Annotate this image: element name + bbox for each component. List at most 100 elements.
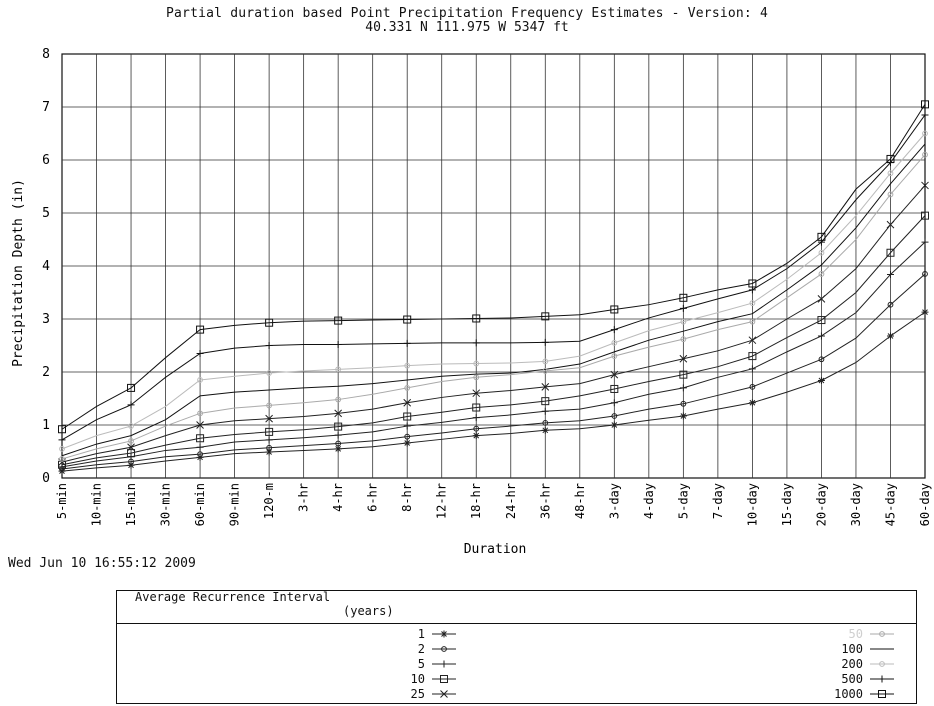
legend-item-25: 25 <box>385 687 457 701</box>
point-25 <box>196 421 204 429</box>
x-tick-label: 7-day <box>711 483 725 519</box>
series-markers <box>58 100 929 475</box>
point-2 <box>266 444 273 451</box>
legend-swatch <box>432 630 456 637</box>
point-25 <box>265 414 273 423</box>
x-tick-label: 120-m <box>262 483 276 519</box>
point-1000 <box>679 293 688 302</box>
point-200 <box>887 170 894 177</box>
point-2 <box>611 413 618 419</box>
legend-swatch-marker <box>441 645 447 652</box>
series-line-50 <box>61 154 926 460</box>
y-tick-label: 5 <box>42 206 50 221</box>
point-25 <box>403 398 412 407</box>
point-2 <box>887 301 894 308</box>
series-line-25 <box>61 185 926 463</box>
legend-swatch-marker <box>440 674 448 683</box>
x-tick-label: 10-day <box>745 483 759 526</box>
point-50 <box>197 410 203 417</box>
legend-label: 200 <box>841 656 863 671</box>
point-25 <box>748 336 757 345</box>
point-25 <box>127 443 135 452</box>
point-5 <box>196 443 204 451</box>
x-axis-label: Duration <box>464 542 527 557</box>
point-1000 <box>265 318 274 327</box>
x-tick-label: 48-hr <box>573 483 587 519</box>
point-10 <box>610 384 619 393</box>
point-2 <box>473 425 480 432</box>
point-5 <box>679 384 687 392</box>
point-50 <box>749 318 756 325</box>
point-200 <box>335 366 342 373</box>
chart-subtitle: 40.331 N 111.975 W 5347 ft <box>365 20 569 35</box>
legend-item-200: 200 <box>823 656 895 671</box>
point-1 <box>748 399 756 407</box>
point-10 <box>403 412 412 421</box>
point-10 <box>127 449 136 458</box>
point-500 <box>472 339 480 347</box>
series-line-2 <box>61 273 926 470</box>
point-1 <box>679 412 687 420</box>
legend-item-1000: 1000 <box>823 687 895 701</box>
x-tick-label: 30-min <box>159 483 173 526</box>
point-500 <box>127 401 135 409</box>
point-1000 <box>472 314 481 323</box>
x-tick-label: 60-day <box>918 483 932 526</box>
series-line-1000 <box>61 104 926 430</box>
point-1000 <box>541 312 550 321</box>
point-50 <box>335 396 342 403</box>
point-500 <box>58 436 66 444</box>
series-line-10 <box>61 215 926 466</box>
legend-item-50: 50 <box>823 627 895 641</box>
y-tick-label: 6 <box>42 153 50 168</box>
y-tick-label: 3 <box>42 312 50 327</box>
point-5 <box>886 270 894 278</box>
x-tick-label: 4-day <box>642 483 656 519</box>
point-5 <box>334 431 342 439</box>
legend-swatch <box>870 630 894 637</box>
point-500 <box>679 304 687 312</box>
point-200 <box>542 358 549 365</box>
legend-item-5: 5 <box>385 657 457 671</box>
legend-title-units: (years) <box>343 604 394 618</box>
point-1000 <box>58 425 66 434</box>
x-tick-label: 90-min <box>228 483 242 526</box>
point-10 <box>196 434 205 443</box>
x-tick-label: 15-min <box>124 483 138 526</box>
point-2 <box>749 383 756 390</box>
legend-swatch <box>870 689 894 698</box>
point-500 <box>541 338 549 346</box>
point-1 <box>196 453 204 461</box>
precipitation-chart: 0 1 2 3 4 5 6 7 8 5-min 10-min 15-min 30-min 60-min 9… <box>11 47 932 557</box>
plot-grid <box>61 53 926 479</box>
y-tick-label: 8 <box>42 47 50 62</box>
legend-swatch-marker <box>440 689 448 698</box>
x-tick-label: 5-min <box>55 483 69 519</box>
legend-title: Average Recurrence Interval <box>135 590 331 604</box>
point-1000 <box>610 305 619 314</box>
point-10 <box>541 397 550 406</box>
legend-swatch-marker <box>879 630 885 637</box>
point-50 <box>542 368 549 374</box>
x-tick-label: 6-hr <box>366 483 380 512</box>
legend-swatch <box>870 675 894 682</box>
point-1000 <box>403 315 412 324</box>
point-25 <box>472 389 481 398</box>
point-200 <box>128 423 134 429</box>
point-1 <box>334 445 342 453</box>
point-200 <box>266 370 273 376</box>
point-200 <box>59 445 65 452</box>
point-25 <box>886 220 895 229</box>
legend-swatch-marker <box>878 689 886 698</box>
point-5 <box>541 407 549 415</box>
point-10 <box>679 370 688 379</box>
legend-swatch <box>432 660 456 667</box>
x-tick-label: 20-day <box>814 483 828 526</box>
point-25 <box>610 370 619 379</box>
y-tick-label: 7 <box>42 100 50 115</box>
series-line-100 <box>61 143 926 457</box>
point-1 <box>265 448 273 456</box>
point-10 <box>921 211 929 220</box>
point-200 <box>749 300 756 307</box>
legend-label: 100 <box>841 641 863 656</box>
